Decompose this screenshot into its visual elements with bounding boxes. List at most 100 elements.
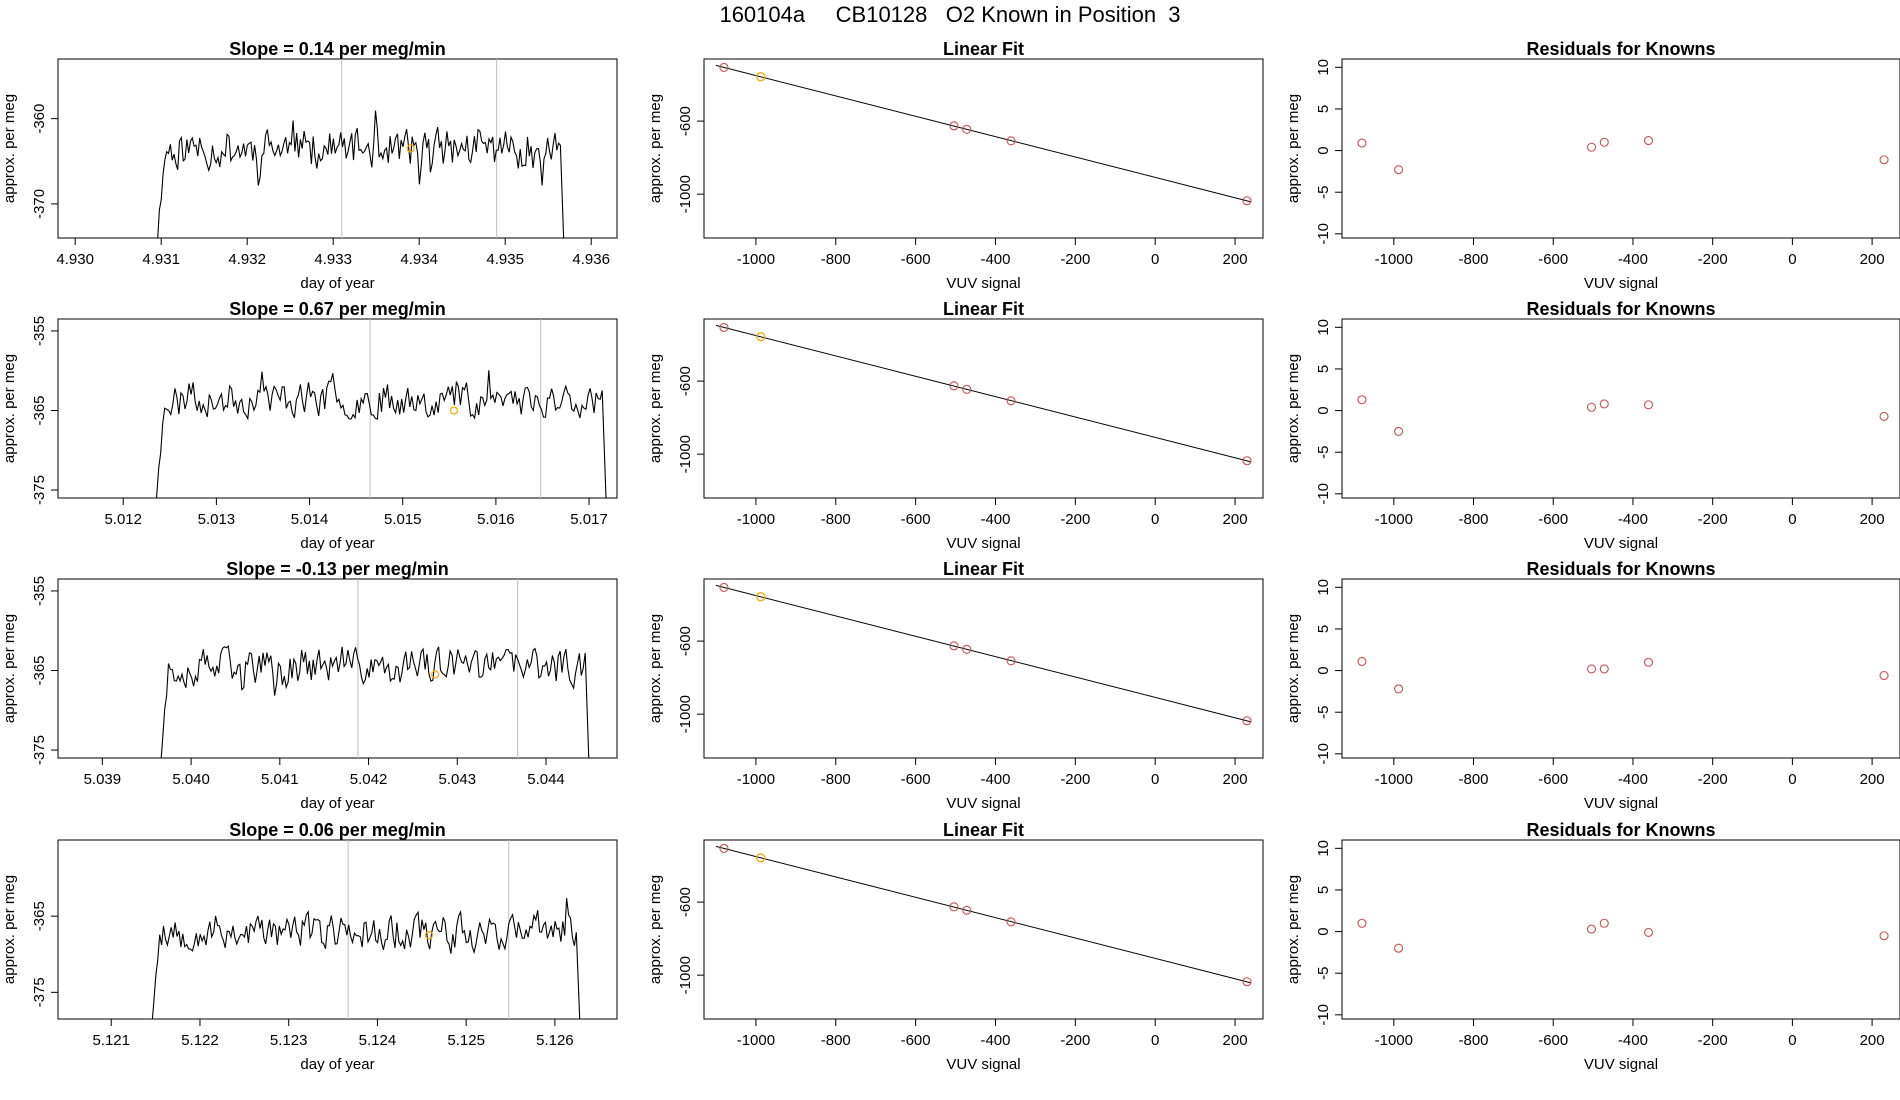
- y-tick-label: 5: [1315, 365, 1332, 373]
- data-point: [1006, 917, 1016, 927]
- x-tick-label: -200: [1060, 771, 1090, 788]
- y-tick-label: 10: [1315, 59, 1332, 76]
- x-tick-label: 0: [1151, 251, 1159, 268]
- data-point: [1586, 402, 1597, 412]
- y-axis-label: approx. per meg: [647, 354, 664, 463]
- signal-trace-line: [157, 110, 565, 238]
- x-tick-label: -200: [1060, 251, 1090, 268]
- y-tick-label: 10: [1315, 579, 1332, 596]
- panel-title: Linear Fit: [943, 299, 1024, 319]
- plot-data: [715, 843, 1252, 987]
- row2-trace-panel: Slope = 0.67 per meg/min day of year appro…: [1, 299, 618, 552]
- x-tick-label: 5.124: [359, 1032, 397, 1049]
- x-tick-label: 200: [1860, 1032, 1885, 1049]
- x-tick-label: -200: [1698, 511, 1728, 528]
- x-tick-label: 200: [1860, 511, 1885, 528]
- y-tick-label: -600: [677, 106, 694, 136]
- x-tick-label: 5.039: [84, 771, 122, 788]
- x-axis-label: VUV signal: [946, 1056, 1020, 1073]
- fit-line: [715, 845, 1252, 984]
- panel-title: Linear Fit: [943, 39, 1024, 59]
- x-tick-label: 4.935: [486, 251, 524, 268]
- x-tick-label: 0: [1151, 511, 1159, 528]
- x-tick-label: -200: [1060, 1032, 1090, 1049]
- data-point: [1879, 155, 1889, 165]
- x-tick-label: -600: [1538, 511, 1568, 528]
- x-tick-label: -400: [980, 511, 1010, 528]
- x-tick-label: -400: [1618, 1032, 1648, 1049]
- y-axis-label: approx. per meg: [647, 875, 664, 984]
- row3-residuals-panel: Residuals for Knowns VUV signal approx. pe…: [1285, 559, 1900, 812]
- x-axis-label: day of year: [300, 1056, 374, 1073]
- data-point: [1357, 395, 1367, 405]
- highlight-point: [424, 931, 433, 940]
- x-tick-label: -800: [1459, 511, 1489, 528]
- y-tick-label: -1000: [677, 435, 694, 473]
- data-point: [962, 644, 972, 654]
- row2-residuals-panel: Residuals for Knowns VUV signal approx. pe…: [1285, 299, 1900, 552]
- panel-title: Residuals for Knowns: [1526, 39, 1715, 59]
- x-tick-label: 200: [1860, 251, 1885, 268]
- plot-data: [715, 322, 1252, 466]
- signal-trace-line: [160, 644, 590, 758]
- row1-trace-panel: Slope = 0.14 per meg/min day of year appro…: [1, 39, 618, 292]
- y-axis-label: approx. per meg: [1, 354, 18, 463]
- plot-data: [1357, 395, 1889, 436]
- row2-fit-panel: Linear Fit VUV signal approx. per meg -1000…: [647, 299, 1264, 552]
- x-tick-label: -400: [980, 771, 1010, 788]
- panel-title: Linear Fit: [943, 820, 1024, 840]
- x-tick-label: 5.125: [447, 1032, 485, 1049]
- signal-trace-line: [151, 898, 581, 1019]
- x-tick-label: 0: [1788, 1032, 1796, 1049]
- x-tick-label: 4.932: [228, 251, 266, 268]
- x-tick-label: -800: [821, 511, 851, 528]
- data-point: [1879, 411, 1889, 421]
- x-tick-label: -800: [821, 1032, 851, 1049]
- y-tick-label: 0: [1315, 666, 1332, 674]
- y-tick-label: 0: [1315, 927, 1332, 935]
- plot-frame: [1341, 318, 1900, 499]
- x-tick-label: -600: [901, 251, 931, 268]
- y-axis-label: approx. per meg: [1, 614, 18, 723]
- x-tick-label: -1000: [1375, 1032, 1413, 1049]
- data-point: [1879, 931, 1889, 941]
- x-tick-label: 200: [1223, 251, 1248, 268]
- y-axis-label: approx. per meg: [1285, 94, 1302, 203]
- x-tick-label: -200: [1698, 251, 1728, 268]
- plot-data: [155, 319, 607, 498]
- x-tick-label: -800: [821, 771, 851, 788]
- y-tick-label: -5: [1315, 446, 1332, 459]
- y-axis-label: approx. per meg: [1285, 875, 1302, 984]
- x-tick-label: 4.934: [400, 251, 438, 268]
- data-point: [1357, 656, 1367, 666]
- x-tick-label: 0: [1788, 251, 1796, 268]
- x-tick-label: 5.043: [439, 771, 477, 788]
- x-tick-label: 5.123: [270, 1032, 308, 1049]
- y-tick-label: 10: [1315, 319, 1332, 336]
- plot-frame: [703, 839, 1264, 1020]
- y-axis-label: approx. per meg: [1, 875, 18, 984]
- x-tick-label: 5.013: [198, 511, 236, 528]
- data-point: [1599, 918, 1609, 928]
- x-tick-label: -200: [1698, 1032, 1728, 1049]
- data-point: [1006, 136, 1016, 146]
- x-tick-label: 0: [1151, 1032, 1159, 1049]
- plot-frame: [703, 578, 1264, 759]
- y-tick-label: -370: [31, 189, 48, 219]
- highlight-point: [756, 332, 766, 342]
- plot-frame: [57, 318, 618, 499]
- x-tick-label: -1000: [1375, 511, 1413, 528]
- data-point: [1006, 656, 1016, 666]
- x-tick-label: -800: [1459, 251, 1489, 268]
- x-tick-label: 0: [1788, 511, 1796, 528]
- y-tick-label: -365: [31, 655, 48, 685]
- data-point: [719, 582, 729, 592]
- panel-title: Slope = 0.67 per meg/min: [229, 299, 446, 319]
- x-tick-label: 5.044: [527, 771, 565, 788]
- figure-title: 160104a CB10128 O2 Known in Position 3: [719, 2, 1181, 27]
- x-axis-label: VUV signal: [946, 535, 1020, 552]
- data-point: [1643, 400, 1654, 410]
- y-tick-label: -5: [1315, 967, 1332, 980]
- x-tick-label: -400: [980, 1032, 1010, 1049]
